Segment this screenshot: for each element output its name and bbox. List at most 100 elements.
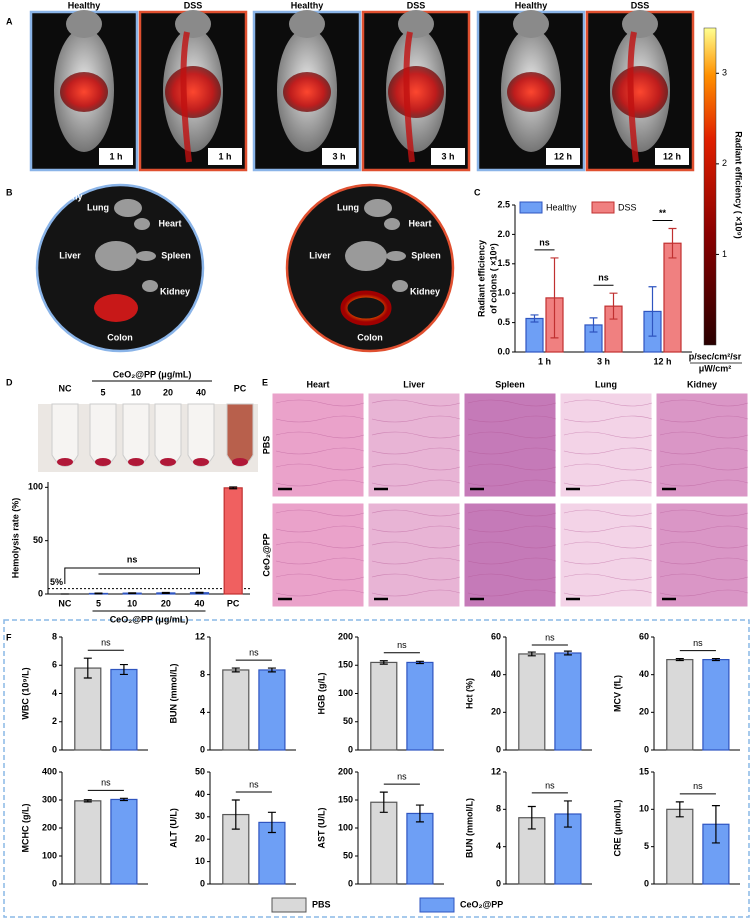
tissue-texture <box>371 399 461 407</box>
bar <box>554 652 582 751</box>
tissue-texture <box>371 573 461 581</box>
error-bar <box>119 797 128 802</box>
x-tick-label: 3 h <box>597 356 610 366</box>
y-axis-label: Hct (%) <box>464 678 474 709</box>
y-tick-label: 60 <box>491 631 501 641</box>
histology-column-label: Lung <box>595 379 617 389</box>
tissue-texture <box>275 557 365 565</box>
colorbar-unit: μW/cm² <box>699 363 732 373</box>
y-tick-label: 150 <box>338 794 353 804</box>
panel-letter: D <box>6 377 13 387</box>
y-tick-label: 0 <box>38 588 43 598</box>
signal <box>60 72 108 112</box>
bar <box>222 669 250 751</box>
organ-label: Lung <box>87 202 109 212</box>
signal-spread <box>627 31 639 163</box>
bar <box>666 658 694 751</box>
significance-label: ns <box>249 779 259 789</box>
y-axis-label: MCHC (g/L) <box>20 804 30 853</box>
bar <box>110 798 138 885</box>
tissue-texture <box>467 525 557 533</box>
y-tick-label: 2.0 <box>497 229 510 239</box>
y-tick-label: 50 <box>343 850 353 860</box>
error-bar <box>675 801 684 818</box>
x-tick-label: NC <box>58 598 71 608</box>
legend-label: Healthy <box>546 202 577 212</box>
y-tick-label: 100 <box>42 850 57 860</box>
tissue-texture <box>275 447 365 455</box>
tissue-texture <box>275 509 365 517</box>
y-tick-label: 0 <box>644 878 649 888</box>
y-tick-label: 20 <box>639 707 649 717</box>
histology-tile <box>655 502 749 608</box>
mouse-head <box>513 10 549 38</box>
y-tick-label: 4 <box>496 841 501 851</box>
tissue-texture <box>563 573 653 581</box>
y-tick-label: 12 <box>491 766 501 776</box>
tissue-texture <box>467 447 557 455</box>
error-bar <box>550 257 559 339</box>
time-box <box>99 148 133 165</box>
tissue-texture <box>371 509 461 517</box>
tissue-texture <box>659 479 749 487</box>
organ <box>392 280 408 292</box>
tissue-texture <box>371 447 461 455</box>
error-bar <box>415 660 424 665</box>
time-box <box>431 148 465 165</box>
error-bar <box>648 286 657 337</box>
tissue-texture <box>275 589 365 597</box>
y-axis-label: Hemolysis rate (%) <box>10 498 20 579</box>
tissue-texture <box>467 415 557 423</box>
colorbar <box>703 27 717 346</box>
significance-label: ns <box>249 647 259 657</box>
y-axis-label: CRE (μmol/L) <box>612 799 622 856</box>
y-tick-label: 60 <box>639 631 649 641</box>
colon <box>94 294 138 322</box>
tissue-texture <box>563 479 653 487</box>
tissue-texture <box>371 431 461 439</box>
colorbar-label: Radiant efficiency ( ×10⁹) <box>734 131 744 239</box>
error-bar <box>195 591 204 594</box>
error-bar <box>231 799 240 830</box>
image-group-label: DSS <box>407 0 426 10</box>
tissue-texture <box>467 463 557 471</box>
y-tick-label: 0.5 <box>497 317 510 327</box>
pellet <box>57 458 73 466</box>
tissue-texture <box>275 399 365 407</box>
error-bar <box>415 804 424 823</box>
y-tick-label: 10 <box>195 856 205 866</box>
organ-label: Liver <box>309 250 331 260</box>
pellet <box>193 458 209 466</box>
tissue-texture <box>659 509 749 517</box>
mouse-head <box>175 10 211 38</box>
tissue-texture <box>563 509 653 517</box>
tissue-texture <box>563 415 653 423</box>
error-bar <box>119 663 128 676</box>
tissue-texture <box>659 525 749 533</box>
colorbar-tick-label: 3 <box>722 68 727 78</box>
bar <box>370 801 398 885</box>
histology-tile <box>463 502 557 608</box>
tissue-texture <box>563 525 653 533</box>
histology-tile <box>559 502 653 608</box>
error-bar <box>83 799 92 803</box>
colorbar-tick-label: 2 <box>722 158 727 168</box>
image-group-label: DSS <box>184 0 203 10</box>
y-tick-label: 1.0 <box>497 288 510 298</box>
error-bar <box>675 658 684 662</box>
y-axis-label: of colons ( ×10⁹) <box>488 243 498 314</box>
y-tick-label: 20 <box>195 834 205 844</box>
y-axis-label: HGB (g/L) <box>316 673 326 715</box>
organ-label: Liver <box>59 250 81 260</box>
tube-label: PC <box>234 383 247 393</box>
error-bar <box>267 667 276 673</box>
y-tick-label: 0 <box>644 744 649 754</box>
significance-label: ns <box>545 780 555 790</box>
y-tick-label: 8 <box>52 631 57 641</box>
organ <box>386 251 406 261</box>
tissue-texture <box>563 589 653 597</box>
y-tick-label: 40 <box>639 669 649 679</box>
error-bar <box>609 292 618 320</box>
tissue-texture <box>275 541 365 549</box>
